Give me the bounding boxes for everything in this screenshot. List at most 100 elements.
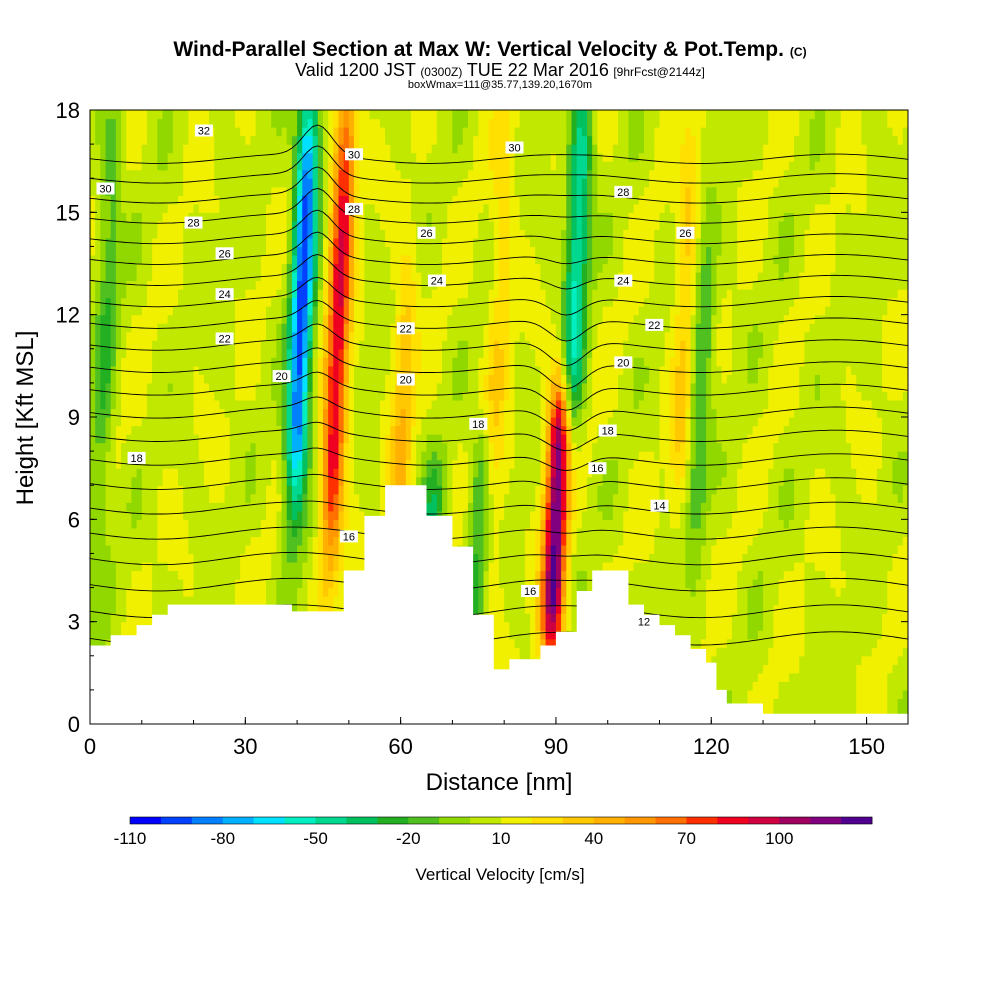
velocity-cell <box>245 161 252 171</box>
velocity-cell <box>110 331 117 341</box>
velocity-cell <box>126 110 133 120</box>
velocity-cell <box>271 434 277 444</box>
velocity-cell <box>157 493 164 503</box>
velocity-cell <box>390 127 397 137</box>
velocity-cell <box>374 476 381 486</box>
velocity-cell <box>229 161 236 171</box>
velocity-cell <box>141 229 148 239</box>
velocity-cell <box>374 272 381 282</box>
velocity-cell <box>260 263 267 273</box>
velocity-cell <box>322 425 329 435</box>
velocity-cell <box>141 536 148 546</box>
velocity-cell <box>234 365 241 375</box>
velocity-cell <box>416 161 422 171</box>
velocity-cell <box>410 442 417 452</box>
velocity-cell <box>188 510 195 520</box>
velocity-cell <box>250 579 257 589</box>
velocity-cell <box>100 306 107 316</box>
velocity-cell <box>240 425 246 435</box>
velocity-cell <box>121 502 127 512</box>
velocity-cell <box>374 468 381 478</box>
velocity-cell <box>183 118 189 128</box>
velocity-cell <box>115 118 122 128</box>
velocity-cell <box>100 536 107 546</box>
velocity-cell <box>152 596 158 606</box>
velocity-cell <box>121 553 127 563</box>
velocity-cell <box>317 536 324 546</box>
velocity-cell <box>255 306 262 316</box>
velocity-cell <box>333 272 340 282</box>
velocity-cell <box>172 374 179 384</box>
velocity-cell <box>209 493 215 503</box>
velocity-cell <box>442 408 448 418</box>
velocity-cell <box>328 110 334 120</box>
velocity-cell <box>100 135 107 145</box>
velocity-cell <box>229 254 236 265</box>
velocity-cell <box>333 527 340 537</box>
velocity-cell <box>126 212 133 222</box>
velocity-cell <box>426 331 433 341</box>
velocity-cell <box>333 331 340 341</box>
velocity-cell <box>214 417 221 427</box>
velocity-cell <box>90 459 96 469</box>
velocity-cell <box>152 519 158 529</box>
velocity-cell <box>110 220 117 230</box>
velocity-cell <box>369 502 376 512</box>
velocity-cell <box>426 144 433 154</box>
velocity-cell <box>245 169 252 179</box>
velocity-cell <box>400 297 407 307</box>
velocity-cell <box>167 135 174 145</box>
velocity-cell <box>338 570 345 580</box>
velocity-cell <box>338 152 345 162</box>
velocity-cell <box>193 596 200 606</box>
velocity-cell <box>110 553 117 563</box>
velocity-cell <box>286 425 293 435</box>
velocity-cell <box>333 374 340 384</box>
velocity-cell <box>178 212 184 222</box>
velocity-cell <box>115 391 122 401</box>
velocity-cell <box>234 306 241 316</box>
velocity-cell <box>255 254 262 265</box>
velocity-cell <box>188 306 195 316</box>
velocity-cell <box>115 621 122 631</box>
velocity-cell <box>436 442 443 452</box>
velocity-cell <box>338 323 345 333</box>
velocity-cell <box>152 237 158 248</box>
velocity-cell <box>302 485 309 495</box>
velocity-cell <box>312 246 319 256</box>
velocity-cell <box>157 502 164 512</box>
velocity-cell <box>141 442 148 452</box>
velocity-cell <box>224 314 231 324</box>
velocity-cell <box>297 144 303 154</box>
velocity-cell <box>266 127 272 137</box>
velocity-cell <box>364 451 371 461</box>
velocity-cell <box>141 314 148 324</box>
velocity-cell <box>395 229 402 239</box>
velocity-cell <box>209 203 215 213</box>
velocity-cell <box>131 596 138 606</box>
velocity-cell <box>100 621 107 631</box>
velocity-cell <box>131 604 138 614</box>
velocity-cell <box>271 323 277 333</box>
velocity-cell <box>317 485 324 495</box>
velocity-cell <box>136 212 143 222</box>
velocity-cell <box>178 118 184 128</box>
velocity-cell <box>172 144 179 154</box>
velocity-cell <box>410 297 417 307</box>
velocity-cell <box>100 630 107 640</box>
velocity-cell <box>229 519 236 529</box>
velocity-cell <box>266 306 272 316</box>
velocity-cell <box>90 203 96 213</box>
velocity-cell <box>312 408 319 418</box>
velocity-cell <box>286 596 293 606</box>
velocity-cell <box>146 399 153 410</box>
velocity-cell <box>297 527 303 537</box>
velocity-cell <box>214 408 221 418</box>
velocity-cell <box>162 254 169 265</box>
velocity-cell <box>203 357 210 367</box>
velocity-cell <box>343 365 350 375</box>
velocity-cell <box>390 212 397 222</box>
velocity-cell <box>136 596 143 606</box>
velocity-cell <box>333 186 340 196</box>
velocity-cell <box>214 135 221 145</box>
